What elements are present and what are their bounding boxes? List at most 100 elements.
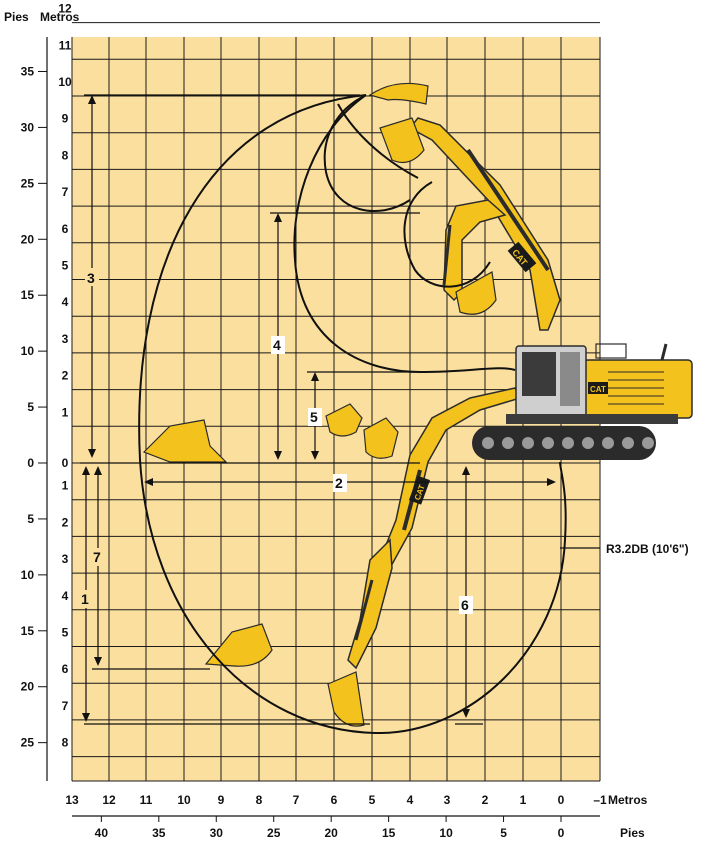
track-roller bbox=[602, 437, 614, 449]
handrail bbox=[595, 343, 627, 359]
bottom-feet-tick: 35 bbox=[152, 826, 166, 840]
track-roller bbox=[542, 437, 554, 449]
left-meter-tick: 10 bbox=[58, 75, 72, 89]
track-roller bbox=[562, 437, 574, 449]
bottom-meter-tick: 7 bbox=[293, 793, 300, 807]
left-meter-tick: 6 bbox=[62, 222, 69, 236]
track-roller bbox=[582, 437, 594, 449]
bottom-meter-tick: –1 bbox=[593, 793, 607, 807]
bottom-feet-tick: 40 bbox=[95, 826, 109, 840]
left-feet-tick: 20 bbox=[21, 232, 35, 246]
ground-bucket-left bbox=[142, 419, 228, 463]
track-roller bbox=[622, 437, 634, 449]
left-feet-tick: 5 bbox=[27, 512, 34, 526]
digging-stick bbox=[347, 538, 393, 670]
left-meter-tick: 6 bbox=[62, 662, 69, 676]
left-meter-tick: 5 bbox=[62, 626, 69, 640]
left-feet-tick: 15 bbox=[21, 288, 35, 302]
bottom-meter-tick: 10 bbox=[177, 793, 191, 807]
upper-logo: CAT bbox=[590, 385, 606, 394]
track-roller bbox=[642, 437, 654, 449]
upper-logo-plate bbox=[588, 382, 608, 394]
bottom-meter-ticks: 13 12 11 10 9 8 7 6 5 4 3 2 1 0 –1 bbox=[65, 793, 607, 807]
left-meter-tick: 12 bbox=[58, 2, 72, 16]
bottom-feet-ticks: 40 35 30 25 20 15 10 5 0 bbox=[72, 815, 600, 840]
left-meter-tick: 11 bbox=[59, 38, 72, 52]
bottom-feet-tick: 30 bbox=[210, 826, 224, 840]
chart-background bbox=[72, 37, 600, 781]
exhaust-stack bbox=[660, 343, 668, 361]
left-meter-tick: 4 bbox=[62, 589, 69, 603]
stick-label: R3.2DB (10'6") bbox=[606, 542, 689, 556]
ground-bucket-lower-left bbox=[204, 623, 273, 667]
bottom-meter-tick: 1 bbox=[520, 793, 527, 807]
left-feet-tick: 5 bbox=[27, 400, 34, 414]
left-meter-tick: 2 bbox=[62, 515, 69, 529]
track-rollers bbox=[482, 437, 654, 449]
left-feet-tick: 10 bbox=[21, 568, 35, 582]
upper-bucket-3 bbox=[455, 271, 497, 315]
dimension-label-2: 2 bbox=[335, 475, 343, 491]
reach-envelopes bbox=[138, 94, 567, 735]
raised-stick bbox=[443, 199, 507, 302]
left-meter-tick: 4 bbox=[62, 295, 69, 309]
grid-lines bbox=[71, 22, 601, 782]
boom-cylinder bbox=[466, 148, 550, 272]
left-meter-tick: 8 bbox=[62, 148, 69, 162]
bottom-meter-tick: 6 bbox=[331, 793, 338, 807]
digging-stick-cylinder bbox=[354, 579, 374, 641]
bottom-feet-unit: Pies bbox=[620, 826, 645, 840]
bottom-feet-tick: 5 bbox=[500, 826, 507, 840]
left-feet-tick: 0 bbox=[27, 456, 34, 470]
excavator-illustration: CAT CAT CAT bbox=[142, 82, 693, 727]
left-meter-tick: 1 bbox=[62, 405, 69, 419]
inner-envelope-a bbox=[293, 94, 516, 374]
stick-cylinder bbox=[442, 224, 452, 286]
cab-window bbox=[522, 352, 556, 396]
dimension-arrowheads bbox=[82, 95, 556, 722]
inner-envelope-b bbox=[323, 94, 411, 212]
left-meter-tick: 5 bbox=[62, 259, 69, 273]
counterweight-vents bbox=[608, 371, 664, 405]
digging-boom-logo-plate bbox=[408, 475, 431, 505]
bottom-meter-tick: 9 bbox=[218, 793, 225, 807]
bottom-meter-tick: 8 bbox=[256, 793, 263, 807]
left-meter-tick: 3 bbox=[62, 552, 69, 566]
bottom-meter-tick: 2 bbox=[482, 793, 489, 807]
bottom-meter-tick: 4 bbox=[407, 793, 414, 807]
track-roller bbox=[522, 437, 534, 449]
dimension-label-7: 7 bbox=[93, 549, 101, 565]
inner-envelope-c bbox=[403, 181, 491, 288]
left-meters-unit: Metros bbox=[40, 10, 80, 24]
track-roller bbox=[482, 437, 494, 449]
top-bucket-2 bbox=[379, 117, 425, 163]
bottom-meter-tick: 13 bbox=[65, 793, 79, 807]
left-feet-tick: 15 bbox=[21, 624, 35, 638]
left-meter-tick: 3 bbox=[62, 332, 69, 346]
left-feet-tick: 20 bbox=[21, 680, 35, 694]
dimension-label-4: 4 bbox=[273, 337, 281, 353]
inner-envelope-d bbox=[337, 103, 419, 179]
left-feet-unit: Pies bbox=[4, 10, 29, 24]
bottom-feet-tick: 15 bbox=[382, 826, 396, 840]
left-meter-tick: 2 bbox=[62, 369, 69, 383]
left-meter-tick: 7 bbox=[62, 185, 69, 199]
left-feet-tick: 10 bbox=[21, 344, 35, 358]
ground-bucket-mid-1 bbox=[325, 403, 363, 437]
left-meter-tick: 8 bbox=[62, 736, 69, 750]
bottom-meter-tick: 3 bbox=[444, 793, 451, 807]
dimension-label-1: 1 bbox=[81, 591, 89, 607]
bottom-meters-unit: Metros bbox=[608, 793, 648, 807]
left-meter-tick: 7 bbox=[62, 699, 69, 713]
cab-door bbox=[560, 352, 580, 406]
boom-logo-plate bbox=[507, 241, 537, 273]
bottom-feet-tick: 20 bbox=[324, 826, 338, 840]
left-feet-tick: 35 bbox=[21, 64, 35, 78]
upper-frame bbox=[506, 414, 678, 424]
track-roller bbox=[502, 437, 514, 449]
bottom-meter-tick: 11 bbox=[140, 793, 153, 807]
left-meter-tick: 0 bbox=[62, 456, 69, 470]
